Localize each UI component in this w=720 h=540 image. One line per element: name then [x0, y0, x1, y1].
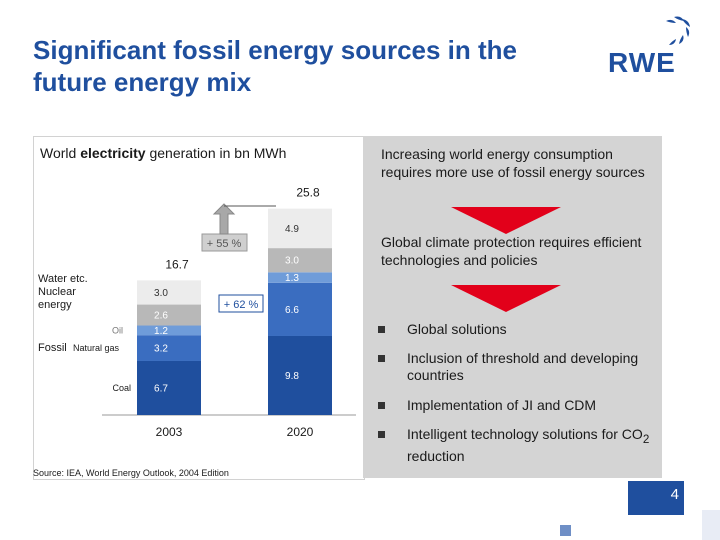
statement-consumption: Increasing world energy consumption requ…: [381, 146, 645, 180]
source-note: Source: IEA, World Energy Outlook, 2004 …: [33, 468, 229, 478]
bar-value-label: 1.3: [285, 273, 299, 284]
bullet-text: Intelligent technology solutions for CO2…: [407, 426, 657, 465]
bullet-square-icon: [378, 355, 385, 362]
statement-climate: Global climate protection requires effic…: [381, 234, 642, 268]
series-label-0: Coal: [112, 383, 131, 393]
bar-value-label: 3.0: [285, 256, 299, 267]
bullet-text: Global solutions: [407, 321, 507, 337]
bar-segment: [268, 272, 332, 283]
x-tick-label: 2020: [287, 425, 314, 439]
series-label-2: Oil: [112, 325, 123, 335]
slide-title: Significant fossil energy sources in the…: [33, 34, 603, 98]
bar-value-label: 3.2: [154, 344, 168, 355]
bar-value-label: 9.8: [285, 371, 299, 382]
bar-segment: [137, 360, 201, 415]
bar-segment: [137, 325, 201, 336]
bar-value-label: 6.6: [285, 305, 299, 316]
bullet-square-icon: [378, 326, 385, 333]
bullet-text: Inclusion of threshold and developing co…: [407, 350, 639, 383]
bullet-text-prefix: Intelligent technology solutions for CO: [407, 426, 643, 442]
bar-total-label: 16.7: [165, 257, 189, 271]
bar-value-label: 1.2: [154, 326, 168, 337]
down-arrow-icon: [451, 207, 561, 234]
chart-title-part: World: [40, 145, 80, 161]
bar-total-label: 25.8: [296, 186, 320, 200]
bar-value-label: 4.9: [285, 224, 299, 235]
bar-segment: [268, 248, 332, 273]
bullet-text-sub: 2: [642, 432, 650, 446]
group-label-fossil: Fossil: [38, 342, 67, 354]
down-arrow-icon: [451, 285, 561, 312]
bar-segment: [137, 280, 201, 305]
title-line-1: Significant fossil energy sources in the: [33, 35, 518, 65]
up-arrow-icon: [212, 203, 236, 235]
chart-title-part: electricity: [80, 145, 146, 161]
rwe-logo-text: RWE: [608, 47, 676, 78]
series-label-1: Natural gas: [73, 343, 120, 353]
growth-label-total: + 55 %: [207, 238, 242, 250]
growth-label-fossil: + 62 %: [224, 299, 259, 311]
right-panel: Increasing world energy consumption requ…: [363, 136, 662, 478]
bullet-text: Implementation of JI and CDM: [407, 397, 597, 413]
decor-square: [702, 510, 720, 540]
rwe-logo-mark-icon: [666, 16, 690, 45]
group-label-water-nuclear: Water etc.: [38, 273, 88, 285]
bar-value-label: 3.0: [154, 288, 168, 299]
page-number-box: 4: [628, 481, 684, 515]
bar-segment: [268, 208, 332, 249]
page-number: 4: [670, 486, 679, 503]
stacked-bar-chart: World electricity generation in bn MWh 6.…: [38, 145, 356, 439]
chart-title-part: generation in bn MWh: [146, 145, 287, 161]
bar-value-label: 6.7: [154, 383, 168, 394]
bullet-square-icon: [378, 402, 385, 409]
title-line-2: future energy mix: [33, 67, 252, 97]
bar-segment: [268, 282, 332, 336]
growth-box-fossil: [218, 294, 264, 313]
chart-title: World electricity generation in bn MWh: [40, 145, 286, 161]
x-tick-label: 2003: [156, 425, 183, 439]
group-label-water-nuclear: Nuclear: [38, 286, 76, 298]
bar-segment: [137, 335, 201, 361]
bullet-text-suffix: reduction: [407, 447, 465, 464]
chart-panel: World electricity generation in bn MWh 6.…: [33, 136, 365, 480]
bar-value-label: 2.6: [154, 311, 168, 322]
bar-segment: [268, 335, 332, 415]
bar-segment: [137, 304, 201, 326]
decor-square: [560, 525, 571, 536]
bullet-square-icon: [378, 431, 385, 438]
rwe-logo: RWE: [608, 15, 708, 90]
group-label-water-nuclear: energy: [38, 299, 72, 311]
